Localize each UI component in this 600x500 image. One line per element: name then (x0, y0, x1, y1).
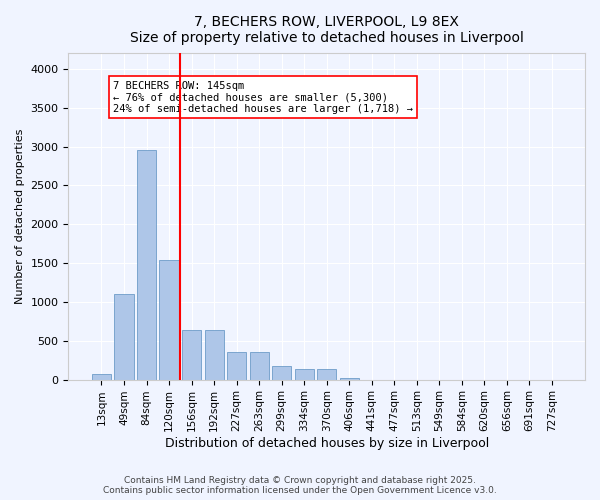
Bar (205, 330, 224, 380)
Bar (295, 370, 314, 380)
Bar (250, 352, 269, 380)
X-axis label: Distribution of detached houses by size in Liverpool: Distribution of detached houses by size … (164, 437, 489, 450)
Title: 7, BECHERS ROW, LIVERPOOL, L9 8EX
Size of property relative to detached houses i: 7, BECHERS ROW, LIVERPOOL, L9 8EX Size o… (130, 15, 524, 45)
Bar (137, 150, 156, 380)
Bar (272, 366, 291, 380)
Bar (227, 352, 246, 380)
Bar (92, 374, 111, 380)
Bar (182, 330, 201, 380)
Text: Contains HM Land Registry data © Crown copyright and database right 2025.
Contai: Contains HM Land Registry data © Crown c… (103, 476, 497, 495)
Bar (317, 370, 336, 380)
Y-axis label: Number of detached properties: Number of detached properties (15, 129, 25, 304)
Bar (340, 378, 359, 380)
Bar (160, 260, 179, 380)
Text: 7 BECHERS ROW: 145sqm
← 76% of detached houses are smaller (5,300)
24% of semi-d: 7 BECHERS ROW: 145sqm ← 76% of detached … (113, 80, 413, 114)
Bar (115, 294, 134, 380)
